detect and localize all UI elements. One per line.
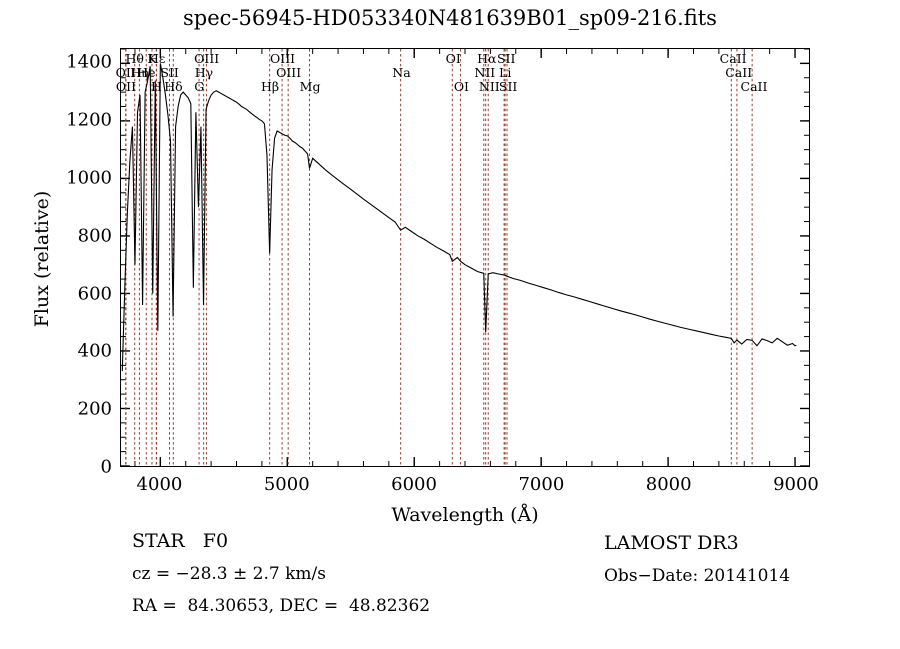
- spectral-line-label: Hβ: [260, 79, 280, 94]
- spectral-line-label: He: [137, 65, 156, 80]
- spectral-line-label: Hθ: [125, 51, 144, 66]
- spectral-line-label: NII: [478, 79, 500, 94]
- y-tick-label: 200: [77, 398, 112, 420]
- spectral-line-label: SII: [160, 65, 179, 80]
- x-tick-label: 4000: [136, 474, 183, 495]
- spectrum-plot-frame: OII OII Hθ Hη K H He SII Hδ Hε Hγ G OIII Hβ OIII OIII Mg…: [116, 48, 810, 467]
- survey-name: LAMOST DR3: [604, 532, 739, 554]
- spectral-line-label: OIII: [276, 65, 302, 80]
- spectral-line-label: SII: [498, 79, 518, 94]
- spectral-line-label: SII: [496, 51, 516, 66]
- spectral-line-label: Hδ: [164, 79, 183, 94]
- x-tick-label: 9000: [773, 474, 819, 495]
- axis-major-ticks: [121, 49, 809, 466]
- y-axis-title: Flux (relative): [31, 190, 53, 328]
- page-title: spec-56945-HD053340N481639B01_sp09-216.f…: [183, 6, 717, 30]
- spectral-line-label: Hη: [130, 65, 149, 80]
- y-tick-label: 0: [100, 456, 112, 478]
- spectral-line-label: Li: [499, 65, 512, 80]
- y-tick-label: 600: [77, 283, 112, 305]
- spectral-line-label: Hα: [477, 51, 497, 66]
- spectral-line-label: CaII: [740, 79, 768, 94]
- y-tick-label: 1000: [66, 167, 112, 189]
- spectral-line-label: H: [150, 79, 162, 94]
- spectral-line-label: OII: [115, 65, 136, 80]
- spectral-line-label: OII: [115, 79, 137, 94]
- y-tick-label: 800: [77, 225, 112, 247]
- spectral-line-label: K: [147, 51, 157, 66]
- spectral-line-label: OI: [445, 51, 461, 66]
- spectral-line-label: CaII: [719, 51, 747, 66]
- spectral-line-label: NII: [474, 65, 496, 80]
- spectral-line-label: Na: [392, 65, 411, 80]
- spectrum-canvas: [121, 49, 809, 466]
- spectral-line-label: Mg: [299, 79, 321, 94]
- y-tick-label: 400: [77, 340, 112, 362]
- spectral-line-label: OI: [453, 79, 469, 94]
- spectral-line-label: OIII: [194, 51, 220, 66]
- y-tick-label: 1200: [66, 109, 112, 131]
- redshift-velocity: cz = −28.3 ± 2.7 km/s: [132, 564, 326, 584]
- spectral-line-label: Hγ: [194, 65, 214, 80]
- object-class: STAR F0: [132, 530, 229, 552]
- x-tick-label: 5000: [263, 474, 310, 495]
- x-axis-title: Wavelength (Å): [391, 504, 539, 526]
- x-tick-label: 6000: [391, 474, 437, 495]
- x-tick-label: 7000: [518, 474, 565, 495]
- metadata-footer: STAR F0 cz = −28.3 ± 2.7 km/s RA = 84.30…: [0, 530, 900, 640]
- y-tick-label: 1400: [66, 51, 112, 73]
- spectrum-trace: [121, 63, 797, 372]
- x-tick-label: 8000: [645, 474, 692, 495]
- observation-date: Obs−Date: 20141014: [604, 566, 791, 586]
- sky-coordinates: RA = 84.30653, DEC = 48.82362: [132, 596, 431, 616]
- spectral-line-label: CaII: [725, 65, 753, 80]
- spectral-line-label: OIII: [270, 51, 296, 66]
- spectral-line-label: G: [194, 79, 205, 94]
- spectral-line-label: Hε: [147, 51, 166, 66]
